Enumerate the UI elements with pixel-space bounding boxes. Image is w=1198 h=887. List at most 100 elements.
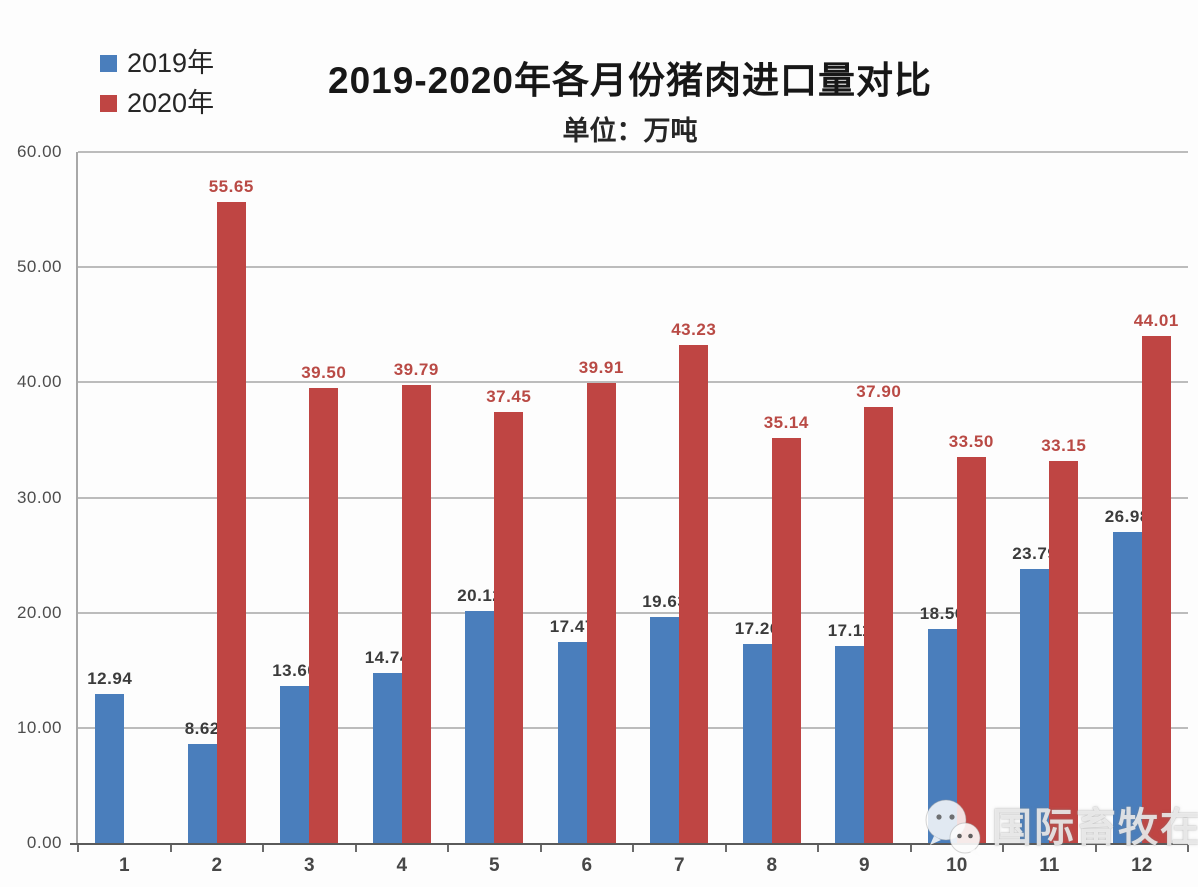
- x-axis-tick: [1002, 845, 1004, 852]
- bar-2020-month-6: [586, 383, 616, 843]
- bar-2019-month-9: [835, 645, 865, 843]
- gridline: [78, 726, 1188, 729]
- y-tick-label: 0.00: [26, 833, 62, 852]
- bar-value-label: 18.56: [919, 604, 965, 624]
- bar-2019-month-6: [557, 641, 587, 843]
- x-tick-label-month-10: 10: [946, 855, 968, 876]
- y-tick-label: 10.00: [16, 717, 62, 737]
- bar-2019-month-8: [742, 644, 772, 843]
- x-tick-label-month-8: 8: [766, 855, 778, 876]
- legend-label-2019: 2019年: [127, 48, 215, 78]
- x-axis-tick: [354, 845, 357, 852]
- x-tick-label-month-7: 7: [673, 855, 685, 876]
- bar-value-label: 37.90: [856, 381, 902, 401]
- x-axis-tick: [77, 845, 79, 852]
- title-block: 2019-2020年各月份猪肉进口量对比 单位：万吨: [230, 60, 1030, 148]
- bar-value-label: 39.91: [578, 358, 624, 378]
- bar-2019-month-4: [372, 673, 402, 843]
- x-axis-tick: [724, 845, 727, 852]
- wechat-icon: [925, 799, 981, 856]
- y-axis-labels: 60.00 50.00 40.00 30.00 20.00 10.00 0.00: [0, 142, 70, 852]
- bar-2020-month-4: [401, 384, 431, 843]
- bar-value-label: 39.79: [393, 359, 439, 379]
- bar-2019-month-7: [650, 616, 680, 843]
- x-axis-tick: [1094, 845, 1097, 852]
- x-axis-tick: [169, 845, 172, 852]
- bar-2019-month-2: [187, 743, 217, 843]
- bar-2020-month-10: [956, 457, 986, 843]
- gridline: [78, 381, 1188, 384]
- bar-value-label: 37.45: [486, 386, 532, 406]
- x-tick-label-month-6: 6: [581, 855, 593, 876]
- gridline: [78, 151, 1188, 153]
- x-axis-tick: [909, 845, 912, 852]
- bar-2020-month-11: [1049, 461, 1079, 843]
- bar-value-label: 43.23: [671, 320, 717, 340]
- watermark: 国际畜牧在线: [922, 798, 1198, 858]
- x-tick-label-month-11: 11: [1039, 855, 1060, 876]
- bar-2020-month-5: [494, 411, 524, 843]
- bar-2020-month-12: [1141, 336, 1171, 843]
- bar-2020-month-2: [216, 202, 246, 843]
- bar-value-label: 33.15: [1041, 436, 1087, 456]
- x-axis-tick: [447, 845, 449, 852]
- x-axis-tick: [539, 845, 542, 852]
- legend: 2019年 2020年: [100, 50, 214, 130]
- legend-swatch-2020-icon: [100, 95, 117, 112]
- x-axis-tick: [817, 845, 819, 852]
- bar-value-label: 17.26: [734, 619, 780, 639]
- chart-subtitle: 单位：万吨: [562, 115, 698, 146]
- bar-2020-month-8: [771, 438, 801, 843]
- y-axis-line: [76, 152, 78, 843]
- bar-value-label: 12.94: [87, 668, 133, 688]
- x-axis-line: [70, 843, 1188, 845]
- legend-item-2019: 2019年: [100, 50, 214, 77]
- bar-value-label: 26.98: [1104, 507, 1150, 527]
- bar-2019-month-12: [1112, 532, 1142, 843]
- bar-2019-month-3: [280, 686, 310, 843]
- x-tick-label-month-1: 1: [118, 855, 130, 876]
- bar-value-label: 17.11: [827, 620, 872, 640]
- gridline: [78, 611, 1188, 614]
- gridline: [78, 266, 1188, 269]
- x-tick-label-month-3: 3: [303, 855, 315, 876]
- legend-item-2020: 2020年: [100, 90, 214, 117]
- chart-title: 2019-2020年各月份猪肉进口量对比: [328, 60, 932, 101]
- legend-label-2020: 2020年: [127, 88, 215, 118]
- x-axis-labels: 1 2 3 4 5 6 7 8 9 10 11 12: [78, 855, 1188, 883]
- bar-value-label: 8.62: [184, 718, 220, 738]
- y-tick-label: 20.00: [16, 602, 62, 622]
- y-tick-label: 60.00: [16, 142, 62, 161]
- bar-value-label: 44.01: [1133, 311, 1179, 331]
- bar-value-label: 13.60: [272, 661, 318, 681]
- bar-2020-month-9: [864, 406, 894, 843]
- watermark-text: 国际畜牧在线: [992, 806, 1198, 850]
- x-axis-tick: [632, 845, 634, 852]
- bar-value-label: 23.79: [1012, 544, 1058, 564]
- bar-value-label: 17.47: [549, 616, 595, 636]
- plot-area: 12.94 8.62 55.65 13.60 39.50 14.74 39.79 20.12 3…: [70, 151, 1189, 852]
- x-axis-tick: [262, 845, 264, 852]
- y-tick-label: 30.00: [16, 487, 62, 507]
- bar-2020-month-7: [679, 345, 709, 843]
- bar-value-label: 55.65: [208, 177, 254, 197]
- bar-value-label: 19.63: [642, 591, 688, 611]
- bar-2019-month-1: [95, 693, 125, 843]
- x-tick-label-month-5: 5: [488, 855, 500, 876]
- bar-2020-month-3: [309, 388, 339, 843]
- bar-value-label: 20.12: [457, 586, 503, 606]
- gridline: [78, 496, 1188, 499]
- bar-value-label: 14.74: [364, 648, 410, 668]
- x-tick-label-month-12: 12: [1131, 855, 1153, 876]
- bar-2019-month-11: [1020, 569, 1050, 843]
- x-tick-label-month-9: 9: [858, 855, 870, 876]
- x-axis-tick: [1187, 845, 1189, 852]
- legend-swatch-2019-icon: [100, 55, 117, 72]
- x-tick-label-month-2: 2: [211, 855, 223, 876]
- y-tick-label: 50.00: [16, 257, 62, 277]
- bar-value-label: 33.50: [948, 432, 994, 452]
- bar-2019-month-5: [465, 611, 495, 843]
- y-tick-label: 40.00: [16, 372, 62, 392]
- bar-value-label: 35.14: [763, 413, 809, 433]
